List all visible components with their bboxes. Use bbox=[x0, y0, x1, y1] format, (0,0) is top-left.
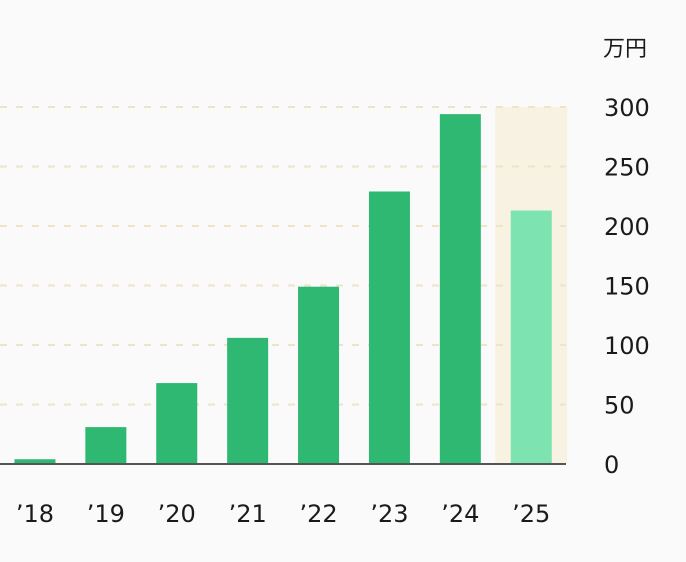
x-tick-label: ’24 bbox=[441, 500, 479, 528]
bar bbox=[14, 459, 56, 464]
y-tick-label: 100 bbox=[604, 332, 650, 360]
bar bbox=[227, 337, 269, 464]
x-tick-labels: ’18 ’19 ’20 ’21 ’22 ’23 ’24 ’25 bbox=[16, 500, 550, 528]
bars bbox=[14, 114, 552, 465]
bar bbox=[156, 383, 198, 464]
y-tick-label: 50 bbox=[604, 392, 635, 420]
y-tick-labels: 300 250 200 150 100 50 0 bbox=[604, 94, 650, 479]
y-tick-label: 300 bbox=[604, 94, 650, 122]
bar bbox=[85, 427, 127, 464]
x-tick-label: ’25 bbox=[512, 500, 550, 528]
bar bbox=[368, 191, 410, 465]
gridlines bbox=[0, 106, 566, 406]
x-tick-label: ’21 bbox=[229, 500, 267, 528]
x-tick-label: ’18 bbox=[16, 500, 54, 528]
y-unit-label: 万円 bbox=[603, 37, 647, 62]
bar bbox=[510, 210, 552, 464]
x-tick-label: ’19 bbox=[87, 500, 125, 528]
bar bbox=[439, 114, 481, 464]
y-tick-label: 150 bbox=[604, 273, 650, 301]
y-tick-label: 200 bbox=[604, 213, 650, 241]
y-tick-label: 250 bbox=[604, 154, 650, 182]
bar bbox=[298, 286, 340, 464]
x-tick-label: ’22 bbox=[299, 500, 337, 528]
x-tick-label: ’20 bbox=[158, 500, 196, 528]
y-tick-label: 0 bbox=[604, 451, 619, 479]
x-tick-label: ’23 bbox=[370, 500, 408, 528]
